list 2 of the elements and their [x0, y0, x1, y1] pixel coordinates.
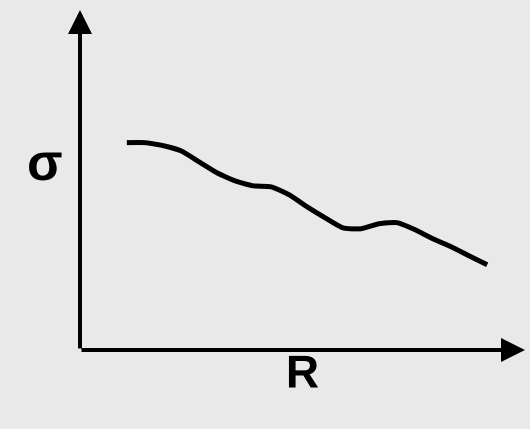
y-axis-title: σ — [27, 134, 63, 192]
x-axis-title: R — [286, 346, 320, 398]
